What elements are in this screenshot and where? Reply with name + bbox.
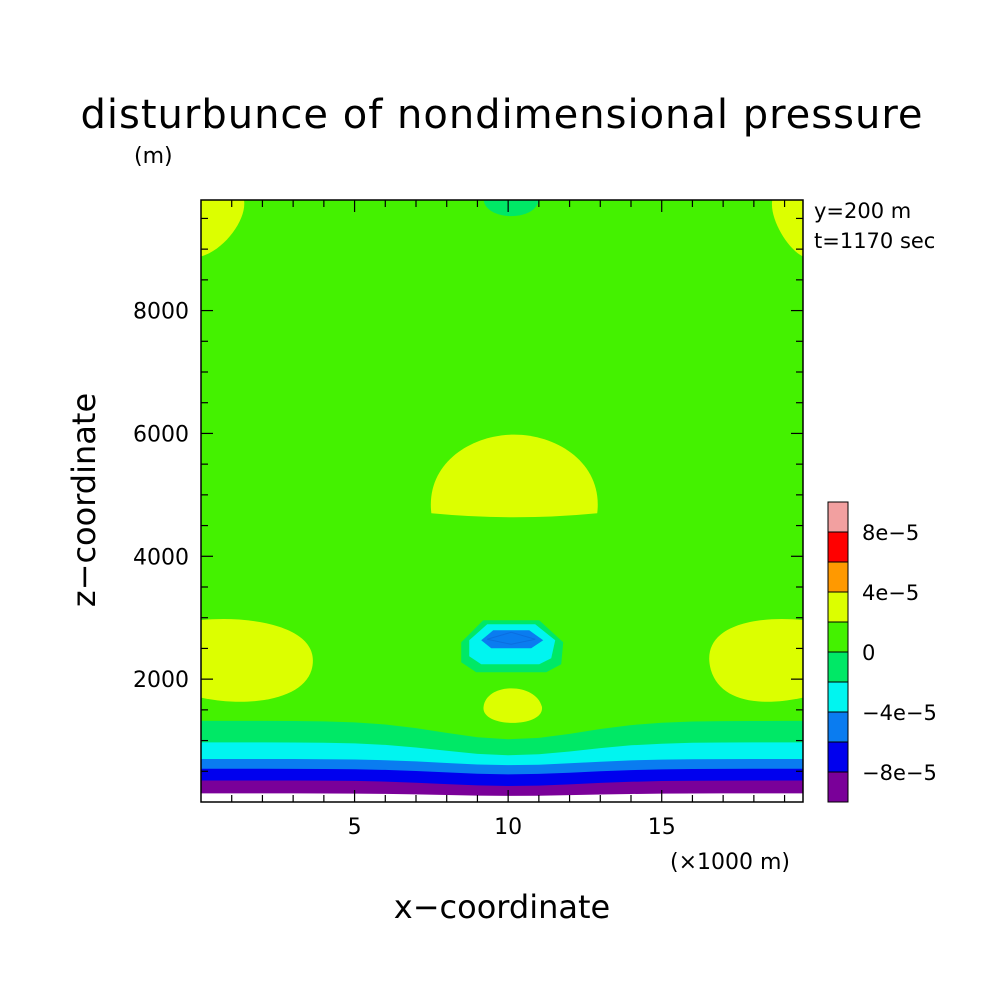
contour-lower-blob bbox=[483, 688, 543, 723]
contour-right-lobe bbox=[709, 619, 803, 702]
contour-dome bbox=[430, 434, 598, 518]
contour-fills bbox=[201, 200, 803, 802]
colorbar-level-6 bbox=[827, 591, 849, 623]
axes: 5 10 15 2000 4000 6000 8000 bbox=[133, 199, 804, 840]
annotation-y-position: y=200 m bbox=[814, 199, 912, 223]
colorbar-level-8 bbox=[827, 531, 849, 563]
colorbar-tick-label: 8e−5 bbox=[862, 521, 919, 545]
contour-top-left-corner bbox=[201, 200, 245, 257]
contour-top-right-corner bbox=[771, 200, 803, 257]
colorbar-level-3 bbox=[827, 681, 849, 713]
x-unit-label: (×1000 m) bbox=[670, 850, 791, 875]
colorbar-level-4 bbox=[827, 651, 849, 683]
colorbar-tick-label: 0 bbox=[862, 641, 875, 665]
colorbar-level-7 bbox=[827, 561, 849, 593]
contour-left-lobe bbox=[201, 619, 313, 702]
colorbar-tick-label: 4e−5 bbox=[862, 581, 919, 605]
plot-frame bbox=[200, 199, 804, 803]
plot-area bbox=[201, 200, 803, 802]
colorbar-tick-label: −4e−5 bbox=[862, 701, 937, 725]
x-tick-label: 5 bbox=[348, 815, 362, 840]
colorbar-level-0 bbox=[827, 771, 849, 803]
colorbar-level-2 bbox=[827, 711, 849, 743]
colorbar-level-9 bbox=[827, 501, 849, 533]
colorbar-tick-label: −8e−5 bbox=[862, 761, 937, 785]
colorbar: −8e−5 −4e−5 0 4e−5 8e−5 bbox=[827, 501, 937, 803]
anomaly-core-center bbox=[487, 631, 536, 645]
contour-top-patch bbox=[483, 200, 539, 217]
y-unit-label: (m) bbox=[134, 144, 173, 169]
y-tick-label: 2000 bbox=[133, 668, 189, 693]
y-tick-label: 4000 bbox=[133, 545, 189, 570]
colorbar-level-5 bbox=[827, 621, 849, 653]
y-tick-label: 6000 bbox=[133, 422, 189, 447]
annotation-time: t=1170 sec bbox=[814, 229, 936, 253]
colorbar-level-1 bbox=[827, 741, 849, 773]
x-tick-label: 10 bbox=[494, 815, 522, 840]
x-tick-label: 15 bbox=[648, 815, 676, 840]
bottom-layer-5 bbox=[201, 793, 803, 802]
chart-title: disturbunce of nondimensional pressure bbox=[80, 92, 924, 138]
x-axis-label: x−coordinate bbox=[393, 888, 611, 926]
y-tick-label: 8000 bbox=[133, 300, 189, 325]
